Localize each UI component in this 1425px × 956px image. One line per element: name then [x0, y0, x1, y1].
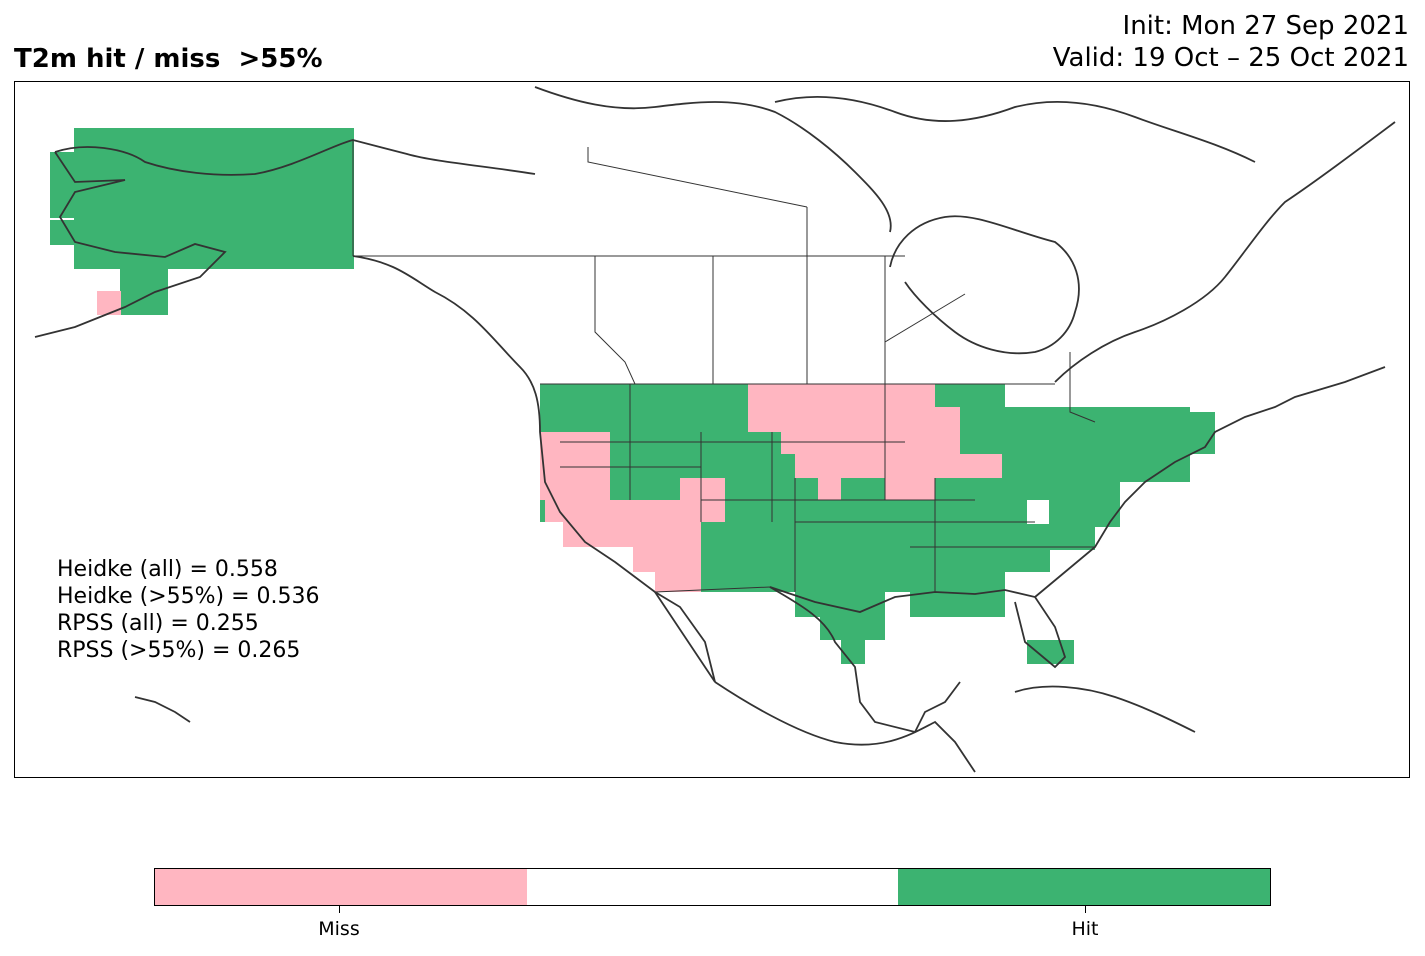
valid-date: Valid: 19 Oct – 25 Oct 2021: [1052, 43, 1409, 73]
alaska-miss-cell: [97, 291, 121, 315]
conus-hit-region: [540, 384, 1215, 664]
gulf-coast-mexico: [769, 586, 961, 734]
alaska-cells: [50, 128, 354, 315]
colorbar-tick-hit: [1085, 906, 1086, 913]
labrador-coast: [1054, 121, 1396, 383]
hawaii-islands: [134, 696, 191, 723]
us-mexico-border: [654, 586, 771, 593]
bc-alberta-border: [594, 256, 636, 385]
us-state-borders: [560, 384, 1095, 592]
map-title: T2m hit / miss >55%: [14, 44, 323, 74]
colorbar-hit-label: Hit: [1071, 918, 1099, 940]
colorbar-miss-swatch: [155, 869, 527, 905]
baja-coast: [654, 591, 716, 683]
michigan-miss-cell: [980, 454, 1002, 478]
heidke-55: Heidke (>55%) = 0.536: [57, 584, 320, 609]
alaska-hit-cell: [120, 269, 168, 315]
no-data-cell: [1190, 382, 1230, 412]
atlantic-coast: [1034, 366, 1386, 598]
california-miss-region: [545, 454, 655, 547]
manitoba-ontario-border: [884, 256, 966, 384]
hudson-bay: [889, 215, 1080, 355]
colorbar: [154, 868, 1271, 906]
territories-border: [587, 147, 808, 208]
southwest-miss-region: [610, 478, 725, 592]
arctic-islands-coast: [534, 86, 892, 233]
colorbar-miss-label: Miss: [318, 918, 360, 940]
forecast-dates: Init: Mon 27 Sep 2021 Valid: 19 Oct – 25…: [1053, 10, 1409, 74]
west-coast-miss-region: [540, 432, 610, 500]
coastlines: [34, 86, 1396, 773]
mexico-pacific-coast: [714, 681, 976, 773]
rpss-all: RPSS (all) = 0.255: [57, 611, 259, 636]
cuba-coast: [1014, 685, 1196, 733]
skill-scores: Heidke (all) = 0.558 Heidke (>55%) = 0.5…: [57, 556, 320, 664]
colorbar-hit-swatch: [898, 869, 1271, 905]
heidke-all: Heidke (all) = 0.558: [57, 557, 278, 582]
no-data-cell: [1027, 500, 1049, 524]
north-america-map: [34, 86, 1396, 773]
colorbar-neutral-swatch: [526, 869, 899, 905]
alaska-coast: [34, 151, 227, 338]
ontario-quebec-border: [1069, 352, 1096, 423]
pacific-coast: [352, 255, 716, 683]
arctic-coast-west: [54, 139, 536, 176]
florida-hit-cell: [1027, 640, 1074, 664]
rpss-55: RPSS (>55%) = 0.265: [57, 638, 301, 663]
colorbar-tick-miss: [339, 906, 340, 913]
gulf-coast-us: [769, 586, 1067, 669]
political-borders: [352, 140, 1096, 593]
arctic-archipelago: [774, 95, 1256, 163]
init-date: Init: Mon 27 Sep 2021: [1122, 11, 1409, 41]
map-panel: [14, 81, 1410, 778]
